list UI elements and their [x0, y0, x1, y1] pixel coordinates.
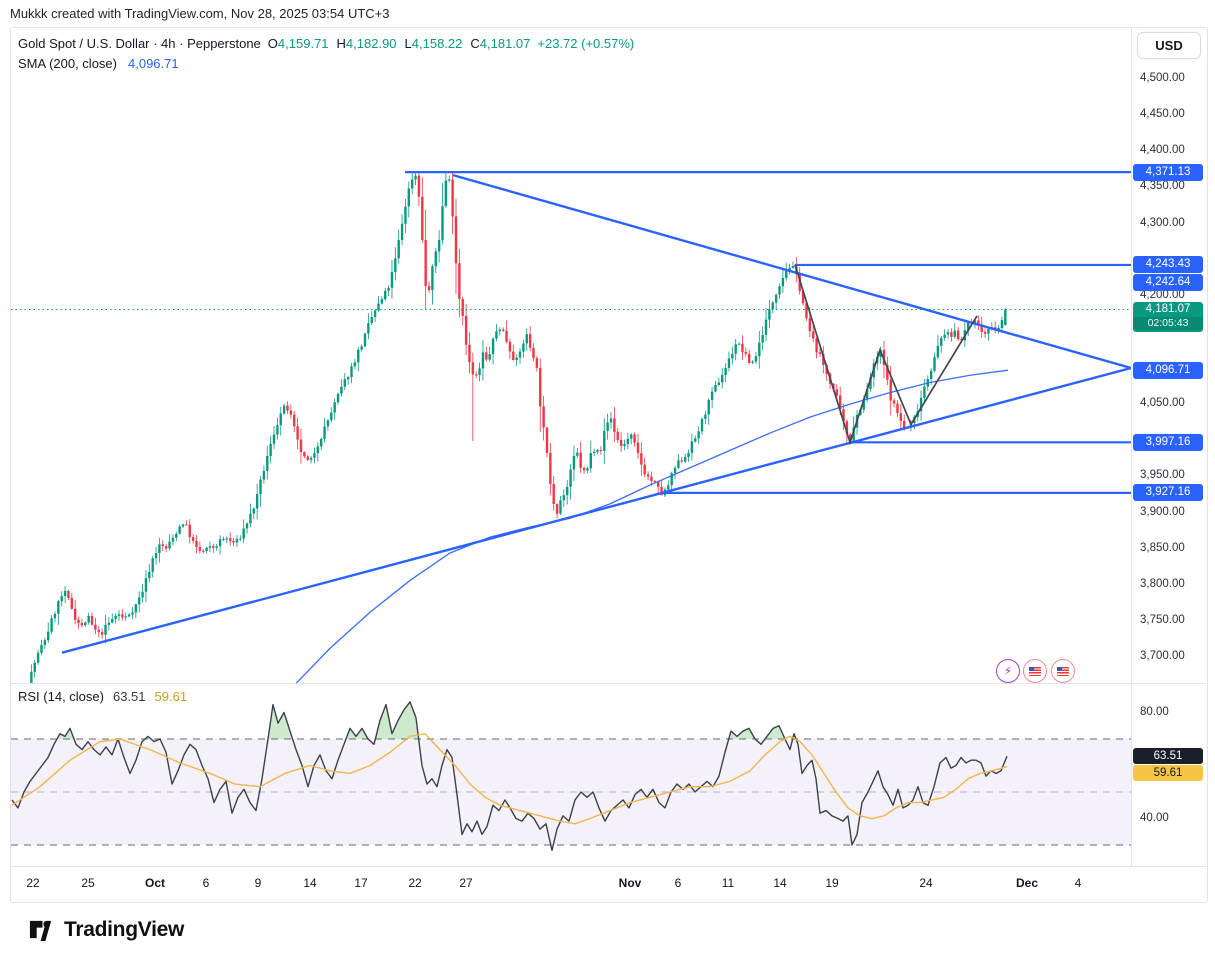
price-tick-label: 3,950.00: [1140, 469, 1185, 482]
sma-label: SMA (200, close): [18, 56, 117, 71]
time-tick-label: 24: [919, 876, 933, 890]
price-tick-label: 4,300.00: [1140, 216, 1185, 229]
rsi-tick-label: 40.00: [1140, 811, 1169, 824]
chart-legend: Gold Spot / U.S. Dollar · 4h · Peppersto…: [18, 34, 634, 74]
sma-value: 4,096.71: [128, 56, 179, 71]
time-tick-label: 19: [825, 876, 839, 890]
time-tick-label: 27: [459, 876, 473, 890]
price-level-label: 4,242.64: [1133, 273, 1203, 291]
rsi-value-label: 63.51: [1133, 748, 1203, 765]
time-tick-label: 17: [354, 876, 368, 890]
ohlc-item: C4,181.07: [470, 36, 531, 51]
rsi-legend-row[interactable]: RSI (14, close) 63.51 59.61: [18, 689, 187, 704]
time-tick-label: 22: [408, 876, 422, 890]
currency-usd-button[interactable]: USD: [1137, 32, 1201, 59]
time-tick-label: Oct: [144, 876, 166, 890]
tradingview-logo[interactable]: TradingView: [28, 916, 184, 943]
price-tick-label: 4,200.00: [1140, 288, 1185, 301]
time-tick-label: 14: [773, 876, 787, 890]
price-tick-label: 4,400.00: [1140, 144, 1185, 157]
tradingview-logo-text: TradingView: [64, 917, 185, 941]
price-tick-label: 3,900.00: [1140, 505, 1185, 518]
time-tick-label: 11: [721, 876, 735, 890]
time-tick-label: 6: [674, 876, 682, 890]
price-tick-label: 3,750.00: [1140, 613, 1185, 626]
rsi-value: 63.51: [112, 689, 146, 704]
price-tick-label: 3,700.00: [1140, 650, 1185, 663]
lightning-event-icon[interactable]: ⚡: [996, 659, 1020, 683]
attribution-text: Mukkk created with TradingView.com, Nov …: [10, 6, 390, 21]
us-economic-event-icon[interactable]: [1051, 659, 1075, 683]
time-tick-label: 22: [26, 876, 40, 890]
price-level-label: 3,997.16: [1133, 433, 1203, 451]
time-tick-label: 25: [81, 876, 95, 890]
price-tick-label: 4,500.00: [1140, 72, 1185, 84]
sma-legend-row[interactable]: SMA (200, close) 4,096.71: [18, 54, 634, 74]
change-value: +23.72 (+0.57%): [537, 36, 635, 51]
time-tick-label: Nov: [618, 876, 642, 890]
price-tick-label: 4,350.00: [1140, 180, 1185, 193]
ohlc-item: L4,158.22: [404, 36, 463, 51]
ohlc-item: O4,159.71: [267, 36, 329, 51]
time-tick-label: 4: [1074, 876, 1082, 890]
price-level-label: 4,371.13: [1133, 163, 1203, 181]
price-tick-label: 3,850.00: [1140, 541, 1185, 554]
time-tick-label: Dec: [1015, 876, 1039, 890]
price-level-label: 4,243.43: [1133, 255, 1203, 273]
rsi-ma-value: 59.61: [154, 689, 188, 704]
time-axis-divider: [10, 866, 1206, 867]
last-price-label: 4,181.07 02:05:43: [1133, 301, 1203, 332]
time-tick-label: 14: [303, 876, 317, 890]
symbol-legend-row[interactable]: Gold Spot / U.S. Dollar · 4h · Peppersto…: [18, 34, 634, 54]
price-tick-label: 4,450.00: [1140, 108, 1185, 121]
ohlc-item: H4,182.90: [336, 36, 397, 51]
price-axis[interactable]: [1131, 28, 1207, 866]
us-economic-event-icon[interactable]: [1023, 659, 1047, 683]
time-tick-label: 6: [202, 876, 210, 890]
us-flag-icon: [1029, 666, 1041, 676]
rsi-value-label: 59.61: [1133, 765, 1203, 782]
tradingview-logo-icon: [28, 916, 55, 943]
pane-divider[interactable]: [10, 683, 1206, 684]
price-level-label: 4,096.71: [1133, 361, 1203, 379]
rsi-tick-label: 80.00: [1140, 705, 1169, 718]
price-level-label: 3,927.16: [1133, 484, 1203, 502]
price-tick-label: 4,050.00: [1140, 397, 1185, 410]
rsi-chart-canvas[interactable]: [11, 684, 1131, 866]
price-chart-canvas[interactable]: [11, 28, 1131, 683]
time-tick-label: 9: [254, 876, 262, 890]
ohlc-values: O4,159.71 H4,182.90 L4,158.22 C4,181.07: [268, 34, 531, 54]
us-flag-icon: [1057, 666, 1069, 676]
rsi-label: RSI (14, close): [18, 689, 104, 704]
symbol-title: Gold Spot / U.S. Dollar · 4h · Peppersto…: [18, 36, 261, 51]
price-tick-label: 3,800.00: [1140, 577, 1185, 590]
bar-countdown: 02:05:43: [1133, 316, 1203, 330]
